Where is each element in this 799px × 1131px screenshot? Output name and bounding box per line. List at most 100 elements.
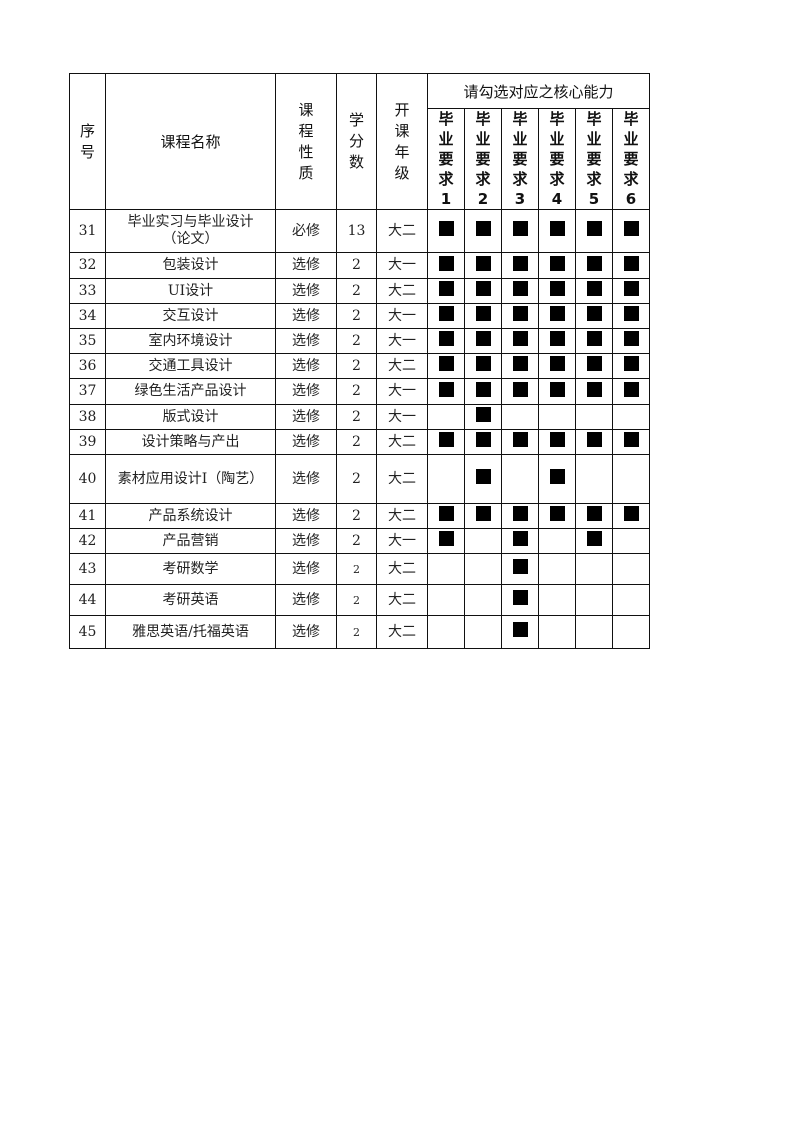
- requirement-6-cell[interactable]: [612, 303, 650, 329]
- requirement-3-cell[interactable]: [501, 528, 539, 554]
- requirement-5-cell[interactable]: [575, 528, 613, 554]
- requirement-1-cell[interactable]: [427, 353, 465, 379]
- requirement-3-cell[interactable]: [501, 553, 539, 585]
- requirement-4-cell[interactable]: [538, 209, 576, 253]
- requirement-3-cell[interactable]: [501, 503, 539, 529]
- requirement-6-cell[interactable]: [612, 328, 650, 354]
- checked-square-icon: [623, 356, 639, 371]
- requirement-2-cell[interactable]: [464, 209, 502, 253]
- requirement-4-cell[interactable]: [538, 528, 576, 554]
- requirement-4-cell[interactable]: [538, 429, 576, 455]
- requirement-label: 毕业要求5: [586, 110, 602, 208]
- requirement-3-cell[interactable]: [501, 353, 539, 379]
- requirement-3-cell[interactable]: [501, 404, 539, 430]
- requirement-5-cell[interactable]: [575, 328, 613, 354]
- requirement-1-cell[interactable]: [427, 584, 465, 616]
- row-index: 33: [69, 278, 106, 304]
- requirement-6-cell[interactable]: [612, 378, 650, 405]
- requirement-3-cell[interactable]: [501, 378, 539, 405]
- requirement-6-cell[interactable]: [612, 429, 650, 455]
- requirement-1-cell[interactable]: [427, 209, 465, 253]
- requirement-5-cell[interactable]: [575, 404, 613, 430]
- requirement-6-cell[interactable]: [612, 278, 650, 304]
- requirement-1-cell[interactable]: [427, 303, 465, 329]
- requirement-2-cell[interactable]: [464, 378, 502, 405]
- requirement-1-cell[interactable]: [427, 404, 465, 430]
- course-name: 考研数学: [105, 553, 276, 585]
- requirement-5-cell[interactable]: [575, 278, 613, 304]
- requirement-2-cell[interactable]: [464, 252, 502, 279]
- requirement-2-cell[interactable]: [464, 353, 502, 379]
- requirement-1-cell[interactable]: [427, 454, 465, 504]
- requirement-4-cell[interactable]: [538, 553, 576, 585]
- requirement-2-cell[interactable]: [464, 303, 502, 329]
- requirement-5-cell[interactable]: [575, 378, 613, 405]
- requirement-2-cell[interactable]: [464, 528, 502, 554]
- requirement-2-cell[interactable]: [464, 553, 502, 585]
- requirement-4-cell[interactable]: [538, 584, 576, 616]
- requirement-4-cell[interactable]: [538, 454, 576, 504]
- requirement-1-cell[interactable]: [427, 553, 465, 585]
- requirement-2-cell[interactable]: [464, 454, 502, 504]
- requirement-6-cell[interactable]: [612, 615, 650, 649]
- requirement-4-cell[interactable]: [538, 328, 576, 354]
- checked-square-icon: [623, 381, 639, 397]
- requirement-1-cell[interactable]: [427, 278, 465, 304]
- requirement-6-cell[interactable]: [612, 252, 650, 279]
- requirement-2-cell[interactable]: [464, 429, 502, 455]
- requirement-1-cell[interactable]: [427, 528, 465, 554]
- requirement-3-cell[interactable]: [501, 303, 539, 329]
- requirement-5-cell[interactable]: [575, 615, 613, 649]
- requirement-2-cell[interactable]: [464, 404, 502, 430]
- requirement-6-cell[interactable]: [612, 353, 650, 379]
- header-requirement-2: 毕业要求2: [464, 108, 502, 210]
- requirement-2-cell[interactable]: [464, 584, 502, 616]
- requirement-3-cell[interactable]: [501, 252, 539, 279]
- requirement-3-cell[interactable]: [501, 328, 539, 354]
- requirement-4-cell[interactable]: [538, 615, 576, 649]
- requirement-4-cell[interactable]: [538, 278, 576, 304]
- requirement-1-cell[interactable]: [427, 252, 465, 279]
- requirement-6-cell[interactable]: [612, 503, 650, 529]
- requirement-5-cell[interactable]: [575, 553, 613, 585]
- requirement-5-cell[interactable]: [575, 353, 613, 379]
- requirement-5-cell[interactable]: [575, 454, 613, 504]
- requirement-1-cell[interactable]: [427, 615, 465, 649]
- requirement-2-cell[interactable]: [464, 328, 502, 354]
- requirement-4-cell[interactable]: [538, 353, 576, 379]
- requirement-6-cell[interactable]: [612, 454, 650, 504]
- checked-square-icon: [549, 255, 565, 271]
- requirement-6-cell[interactable]: [612, 553, 650, 585]
- requirement-3-cell[interactable]: [501, 429, 539, 455]
- requirement-4-cell[interactable]: [538, 378, 576, 405]
- requirement-3-cell[interactable]: [501, 209, 539, 253]
- requirement-3-cell[interactable]: [501, 615, 539, 649]
- checked-square-icon: [438, 432, 454, 447]
- requirement-5-cell[interactable]: [575, 252, 613, 279]
- requirement-4-cell[interactable]: [538, 503, 576, 529]
- requirement-6-cell[interactable]: [612, 528, 650, 554]
- requirement-6-cell[interactable]: [612, 584, 650, 616]
- requirement-3-cell[interactable]: [501, 454, 539, 504]
- requirement-5-cell[interactable]: [575, 209, 613, 253]
- requirement-2-cell[interactable]: [464, 278, 502, 304]
- requirement-1-cell[interactable]: [427, 429, 465, 455]
- requirement-1-cell[interactable]: [427, 378, 465, 405]
- requirement-6-cell[interactable]: [612, 209, 650, 253]
- grade: 大二: [376, 615, 428, 649]
- requirement-5-cell[interactable]: [575, 303, 613, 329]
- requirement-2-cell[interactable]: [464, 503, 502, 529]
- requirement-4-cell[interactable]: [538, 252, 576, 279]
- checked-square-icon: [475, 469, 491, 484]
- requirement-6-cell[interactable]: [612, 404, 650, 430]
- requirement-4-cell[interactable]: [538, 404, 576, 430]
- requirement-3-cell[interactable]: [501, 584, 539, 616]
- requirement-5-cell[interactable]: [575, 429, 613, 455]
- requirement-1-cell[interactable]: [427, 503, 465, 529]
- requirement-1-cell[interactable]: [427, 328, 465, 354]
- requirement-2-cell[interactable]: [464, 615, 502, 649]
- requirement-3-cell[interactable]: [501, 278, 539, 304]
- requirement-4-cell[interactable]: [538, 303, 576, 329]
- requirement-5-cell[interactable]: [575, 503, 613, 529]
- requirement-5-cell[interactable]: [575, 584, 613, 616]
